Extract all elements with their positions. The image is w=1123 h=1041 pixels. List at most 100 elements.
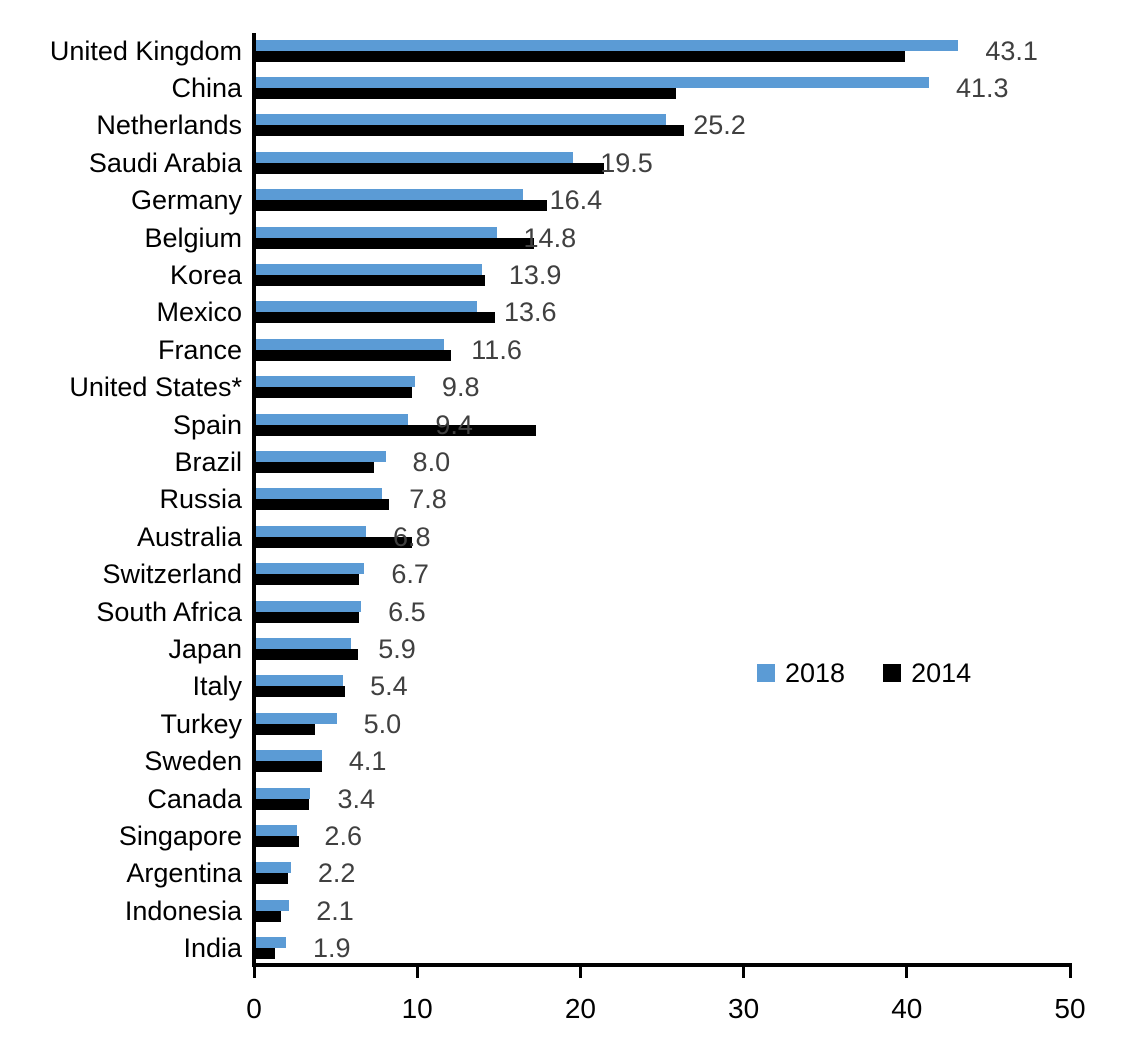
legend-swatch-2018 (757, 664, 775, 682)
value-label: 8.0 (412, 446, 451, 477)
value-label: 5.4 (370, 671, 408, 702)
category-label: China (171, 72, 242, 103)
value-label: 19.5 (600, 147, 653, 178)
value-label: 41.3 (956, 72, 1009, 103)
value-label: 5.9 (378, 633, 416, 664)
category-label: Germany (130, 185, 242, 216)
bar-2018 (255, 189, 523, 201)
bar-2018 (255, 114, 667, 126)
category-label: Korea (169, 259, 242, 290)
bar-2014 (255, 274, 486, 286)
bar-2018 (255, 862, 291, 874)
x-axis-line (252, 963, 1072, 967)
x-axis-tick (415, 967, 419, 978)
category-label: Indonesia (124, 895, 242, 926)
value-label: 6.5 (388, 596, 426, 627)
bar-2018 (255, 937, 286, 949)
bar-2014 (255, 536, 412, 548)
value-label: 9.4 (435, 409, 473, 440)
bar-2018 (255, 637, 352, 649)
bar-2014 (255, 910, 282, 922)
x-axis-tick-label: 50 (1054, 993, 1086, 1024)
bar-2018 (255, 226, 497, 238)
x-axis-tick-label: 40 (891, 993, 923, 1024)
bar-2018 (255, 338, 445, 350)
bar-2014 (255, 125, 685, 137)
value-label: 2.2 (317, 858, 356, 889)
bar-2018 (255, 450, 386, 462)
x-axis-tick (252, 967, 256, 978)
bar-2018 (255, 600, 362, 612)
bar-2018 (255, 413, 409, 425)
value-label: 6.8 (392, 521, 431, 552)
value-label: 43.1 (985, 35, 1038, 66)
bar-2014 (255, 87, 677, 99)
x-axis-tick-label: 0 (246, 993, 262, 1024)
category-label: Turkey (160, 708, 242, 739)
bar-2014 (255, 461, 375, 473)
bar-2014 (255, 761, 322, 773)
value-label: 13.9 (508, 259, 562, 290)
bar-2014 (255, 948, 275, 960)
value-label: 14.8 (523, 222, 577, 253)
value-label: 5.0 (363, 708, 402, 739)
bar-2018 (255, 525, 366, 537)
legend-label-2018: 2018 (785, 658, 846, 688)
bar-2014 (255, 499, 389, 511)
value-label: 3.4 (337, 783, 376, 814)
y-axis-line (252, 33, 256, 967)
bar-2018 (255, 76, 930, 88)
bar-2018 (255, 750, 322, 762)
bar-2018 (255, 675, 344, 687)
legend: 2018 2014 (757, 658, 971, 688)
bar-2018 (255, 488, 383, 500)
value-label: 13.6 (503, 297, 557, 328)
value-label: 25.2 (693, 110, 746, 141)
category-label: France (157, 334, 242, 365)
category-label: Belgium (144, 222, 242, 253)
bar-2014 (255, 648, 358, 660)
category-label: United Kingdom (49, 35, 242, 66)
category-label: Italy (192, 671, 242, 702)
bar-2018 (255, 263, 482, 275)
bar-2014 (255, 611, 360, 623)
category-label: United States* (69, 372, 242, 403)
bar-2014 (255, 873, 288, 885)
bar-2018 (255, 712, 337, 724)
bar-2014 (255, 686, 345, 698)
x-axis-tick-label: 30 (728, 993, 760, 1024)
category-label: Russia (159, 484, 242, 515)
value-label: 11.6 (471, 334, 522, 365)
value-label: 1.9 (313, 933, 351, 964)
x-axis-tick-label: 20 (564, 993, 596, 1024)
bar-2014 (255, 50, 905, 62)
category-label: Sweden (144, 746, 242, 777)
bar-2018 (255, 39, 959, 51)
bar-2018 (255, 376, 415, 388)
bar-2018 (255, 151, 574, 163)
value-label: 4.1 (348, 746, 387, 777)
bar-2014 (255, 349, 451, 361)
bar-2018 (255, 563, 365, 575)
bar-2014 (255, 200, 548, 212)
category-label: Canada (147, 783, 242, 814)
bar-2014 (255, 835, 300, 847)
bar-2014 (255, 237, 535, 249)
x-axis-tick-label: 10 (401, 993, 433, 1024)
bar-2018 (255, 301, 477, 313)
value-label: 9.8 (441, 372, 480, 403)
legend-swatch-2014 (883, 664, 902, 682)
bar-2014 (255, 312, 495, 324)
bar-2018 (255, 824, 298, 836)
category-label: India (183, 933, 242, 964)
category-label: South Africa (96, 596, 242, 627)
legend-label-2014: 2014 (911, 658, 972, 688)
category-label: Brazil (174, 446, 242, 477)
bar-2014 (255, 574, 360, 586)
value-label: 7.8 (409, 484, 447, 515)
bar-2014 (255, 162, 605, 174)
bar-2018 (255, 899, 290, 911)
x-axis-tick (1068, 967, 1072, 978)
bar-2014 (255, 387, 412, 399)
